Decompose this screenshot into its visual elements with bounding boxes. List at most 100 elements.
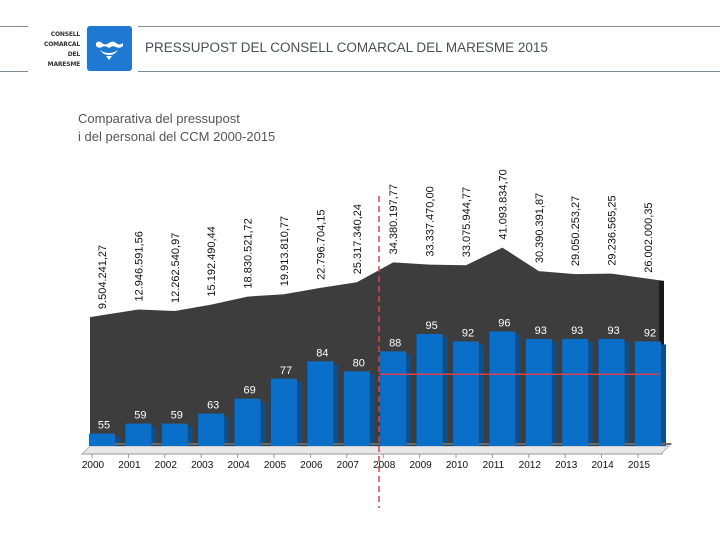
x-tick-label: 2008 — [373, 460, 396, 471]
budget-value-label: 12.946.591,56 — [133, 231, 145, 301]
bar-value-label: 92 — [462, 327, 474, 339]
x-tick-label: 2014 — [591, 460, 614, 471]
bar-value-label: 59 — [171, 410, 183, 422]
x-tick-label: 2000 — [82, 460, 105, 471]
x-tick-label: 2003 — [191, 460, 214, 471]
chart-subtitle: Comparativa del pressupost i del persona… — [78, 110, 275, 146]
bar-value-label: 80 — [353, 357, 365, 369]
bar-side — [369, 374, 375, 446]
budget-value-label: 12.262.540,97 — [170, 233, 182, 303]
x-tick-label: 2009 — [409, 460, 432, 471]
budget-value-label: 25.317.340,24 — [352, 204, 364, 274]
budget-value-label: 22.796.704,15 — [315, 209, 327, 279]
x-tick-label: 2010 — [446, 460, 469, 471]
bar-value-label: 93 — [607, 325, 619, 337]
bar-value-label: 93 — [571, 325, 583, 337]
x-tick-label: 2005 — [264, 460, 287, 471]
logo-wordmark: CONSELL COMARCAL DEL MARESME — [30, 30, 80, 70]
bar-2005 — [271, 378, 297, 446]
budget-value-label: 30.390.391,87 — [534, 193, 546, 263]
bar-2006 — [307, 361, 334, 446]
bar-2011 — [489, 331, 516, 446]
x-tick-label: 2007 — [337, 460, 360, 471]
bar-value-label: 63 — [207, 400, 219, 412]
budget-value-label: 41.093.834,70 — [497, 169, 509, 239]
bar-2013 — [562, 338, 589, 446]
bar-value-label: 95 — [425, 320, 437, 332]
bar-2012 — [525, 338, 552, 446]
labels-layer: 55 59 59 63 69 77 84 80 88 95 92 96 93 93 93 92 2000 2001… — [82, 169, 656, 471]
subtitle-line-2: i del personal del CCM 2000-2015 — [78, 129, 276, 144]
bar-side — [661, 344, 666, 446]
bar-2014 — [598, 338, 625, 446]
reference-lines-layer — [378, 196, 659, 508]
bar-side — [115, 436, 120, 446]
bar-side — [406, 354, 412, 446]
chart-floor — [80, 445, 671, 458]
budget-value-label: 9.504.241,27 — [97, 245, 109, 309]
budget-value-label: 34.380.197,77 — [388, 184, 400, 254]
bar-2010 — [453, 341, 479, 446]
bar-side — [551, 341, 557, 446]
budget-value-label: 18.830.521,72 — [243, 218, 255, 288]
bar-2008 — [380, 351, 407, 446]
budget-value-label: 15.192.490,44 — [206, 226, 218, 296]
bar-side — [442, 336, 448, 446]
header-rule-bottom-right — [138, 71, 720, 72]
x-tick-label: 2006 — [300, 460, 323, 471]
bar-side — [515, 334, 521, 446]
x-tick-label: 2001 — [118, 460, 141, 471]
bar-side — [260, 401, 266, 446]
bar-2000 — [89, 433, 115, 446]
bar-2007 — [343, 371, 370, 446]
bar-value-label: 84 — [316, 347, 328, 359]
bar-value-label: 93 — [535, 325, 547, 337]
bar-side — [333, 364, 339, 446]
x-tick-label: 2012 — [519, 460, 542, 471]
bar-side — [588, 341, 594, 446]
bar-side — [479, 344, 484, 446]
logo-line: DEL — [67, 51, 81, 58]
bar-2004 — [234, 398, 261, 446]
bar-value-label: 77 — [280, 365, 292, 377]
x-tick-label: 2015 — [628, 460, 651, 471]
x-tick-label: 2013 — [555, 460, 578, 471]
chart-floor-plane — [80, 445, 671, 455]
header-rule-top-right — [138, 26, 720, 27]
bar-side — [297, 381, 302, 446]
bar-2015 — [635, 341, 661, 446]
bar-2009 — [416, 333, 443, 446]
staff-bars-layer — [89, 331, 672, 446]
bar-value-label: 69 — [243, 385, 255, 397]
header-rule-bottom-left — [0, 71, 28, 72]
logo-line: COMARCAL — [43, 41, 80, 48]
bar-side — [624, 341, 630, 446]
budget-value-label: 33.337.470,00 — [425, 186, 437, 256]
logo-line: MARESME — [47, 61, 81, 68]
logo-emblem-icon — [87, 26, 132, 71]
budget-value-label: 19.913.810,77 — [279, 216, 291, 286]
subtitle-line-1: Comparativa del pressupost — [78, 111, 240, 126]
budget-value-label: 33.075.944,77 — [461, 187, 473, 257]
logo-line: CONSELL — [50, 31, 80, 38]
x-tick-label: 2004 — [227, 460, 250, 471]
page-title: PRESSUPOST DEL CONSELL COMARCAL DEL MARE… — [145, 40, 548, 55]
bar-value-label: 92 — [644, 327, 656, 339]
bar-side — [151, 426, 157, 446]
bar-value-label: 88 — [389, 337, 401, 349]
budget-value-label: 29.236.565,25 — [607, 195, 619, 265]
bar-value-label: 96 — [498, 317, 510, 329]
header-rule-top-left — [0, 26, 28, 27]
bar-2002 — [161, 423, 188, 446]
bar-value-label: 55 — [98, 420, 110, 432]
bar-side — [224, 416, 230, 446]
bar-2001 — [125, 423, 152, 446]
bar-2003 — [198, 413, 225, 446]
bar-value-label: 59 — [134, 410, 146, 422]
bar-side — [187, 426, 193, 446]
x-tick-label: 2011 — [483, 460, 505, 471]
budget-value-label: 26.002.000,35 — [643, 202, 655, 272]
x-tick-label: 2002 — [155, 460, 178, 471]
budget-value-label: 29.050.253,27 — [570, 196, 582, 266]
